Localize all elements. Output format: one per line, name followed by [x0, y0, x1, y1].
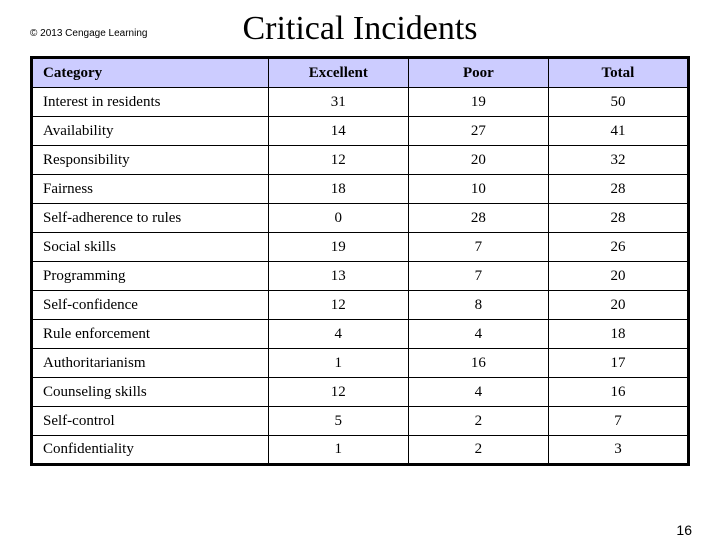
cell-category: Interest in residents: [32, 88, 269, 117]
cell-total: 41: [548, 117, 688, 146]
cell-category: Counseling skills: [32, 378, 269, 407]
cell-total: 28: [548, 175, 688, 204]
cell-total: 17: [548, 349, 688, 378]
table-row: Counseling skills12416: [32, 378, 689, 407]
cell-poor: 19: [408, 88, 548, 117]
cell-total: 50: [548, 88, 688, 117]
cell-excellent: 13: [268, 262, 408, 291]
cell-excellent: 31: [268, 88, 408, 117]
cell-poor: 20: [408, 146, 548, 175]
table-row: Responsibility122032: [32, 146, 689, 175]
table-container: CategoryExcellentPoorTotal Interest in r…: [0, 56, 720, 466]
cell-total: 7: [548, 407, 688, 436]
table-row: Interest in residents311950: [32, 88, 689, 117]
cell-poor: 7: [408, 233, 548, 262]
col-header-0: Category: [32, 58, 269, 88]
table-row: Self-adherence to rules02828: [32, 204, 689, 233]
table-row: Rule enforcement4418: [32, 320, 689, 349]
cell-category: Availability: [32, 117, 269, 146]
cell-poor: 10: [408, 175, 548, 204]
table-row: Availability142741: [32, 117, 689, 146]
cell-excellent: 14: [268, 117, 408, 146]
cell-poor: 7: [408, 262, 548, 291]
table-row: Social skills19726: [32, 233, 689, 262]
cell-category: Responsibility: [32, 146, 269, 175]
cell-excellent: 0: [268, 204, 408, 233]
cell-category: Programming: [32, 262, 269, 291]
cell-category: Rule enforcement: [32, 320, 269, 349]
cell-total: 20: [548, 262, 688, 291]
cell-excellent: 19: [268, 233, 408, 262]
table-row: Confidentiality123: [32, 436, 689, 465]
cell-category: Self-adherence to rules: [32, 204, 269, 233]
cell-category: Self-control: [32, 407, 269, 436]
table-header-row: CategoryExcellentPoorTotal: [32, 58, 689, 88]
cell-category: Confidentiality: [32, 436, 269, 465]
cell-poor: 2: [408, 407, 548, 436]
cell-total: 28: [548, 204, 688, 233]
cell-category: Authoritarianism: [32, 349, 269, 378]
cell-total: 16: [548, 378, 688, 407]
table-body: Interest in residents311950Availability1…: [32, 88, 689, 465]
table-row: Self-control527: [32, 407, 689, 436]
cell-excellent: 12: [268, 378, 408, 407]
col-header-2: Poor: [408, 58, 548, 88]
cell-poor: 8: [408, 291, 548, 320]
col-header-3: Total: [548, 58, 688, 88]
cell-total: 20: [548, 291, 688, 320]
table-row: Fairness181028: [32, 175, 689, 204]
cell-poor: 27: [408, 117, 548, 146]
cell-excellent: 1: [268, 436, 408, 465]
cell-poor: 4: [408, 378, 548, 407]
cell-excellent: 18: [268, 175, 408, 204]
cell-total: 3: [548, 436, 688, 465]
cell-excellent: 12: [268, 146, 408, 175]
copyright-text: © 2013 Cengage Learning: [30, 28, 147, 39]
col-header-1: Excellent: [268, 58, 408, 88]
cell-excellent: 12: [268, 291, 408, 320]
cell-total: 18: [548, 320, 688, 349]
incidents-table: CategoryExcellentPoorTotal Interest in r…: [30, 56, 690, 466]
table-row: Authoritarianism11617: [32, 349, 689, 378]
cell-poor: 16: [408, 349, 548, 378]
cell-excellent: 4: [268, 320, 408, 349]
cell-excellent: 1: [268, 349, 408, 378]
cell-poor: 28: [408, 204, 548, 233]
cell-poor: 4: [408, 320, 548, 349]
cell-category: Fairness: [32, 175, 269, 204]
page-number: 16: [676, 522, 692, 538]
table-row: Programming13720: [32, 262, 689, 291]
cell-category: Social skills: [32, 233, 269, 262]
cell-total: 32: [548, 146, 688, 175]
cell-excellent: 5: [268, 407, 408, 436]
cell-poor: 2: [408, 436, 548, 465]
table-row: Self-confidence12820: [32, 291, 689, 320]
cell-total: 26: [548, 233, 688, 262]
cell-category: Self-confidence: [32, 291, 269, 320]
